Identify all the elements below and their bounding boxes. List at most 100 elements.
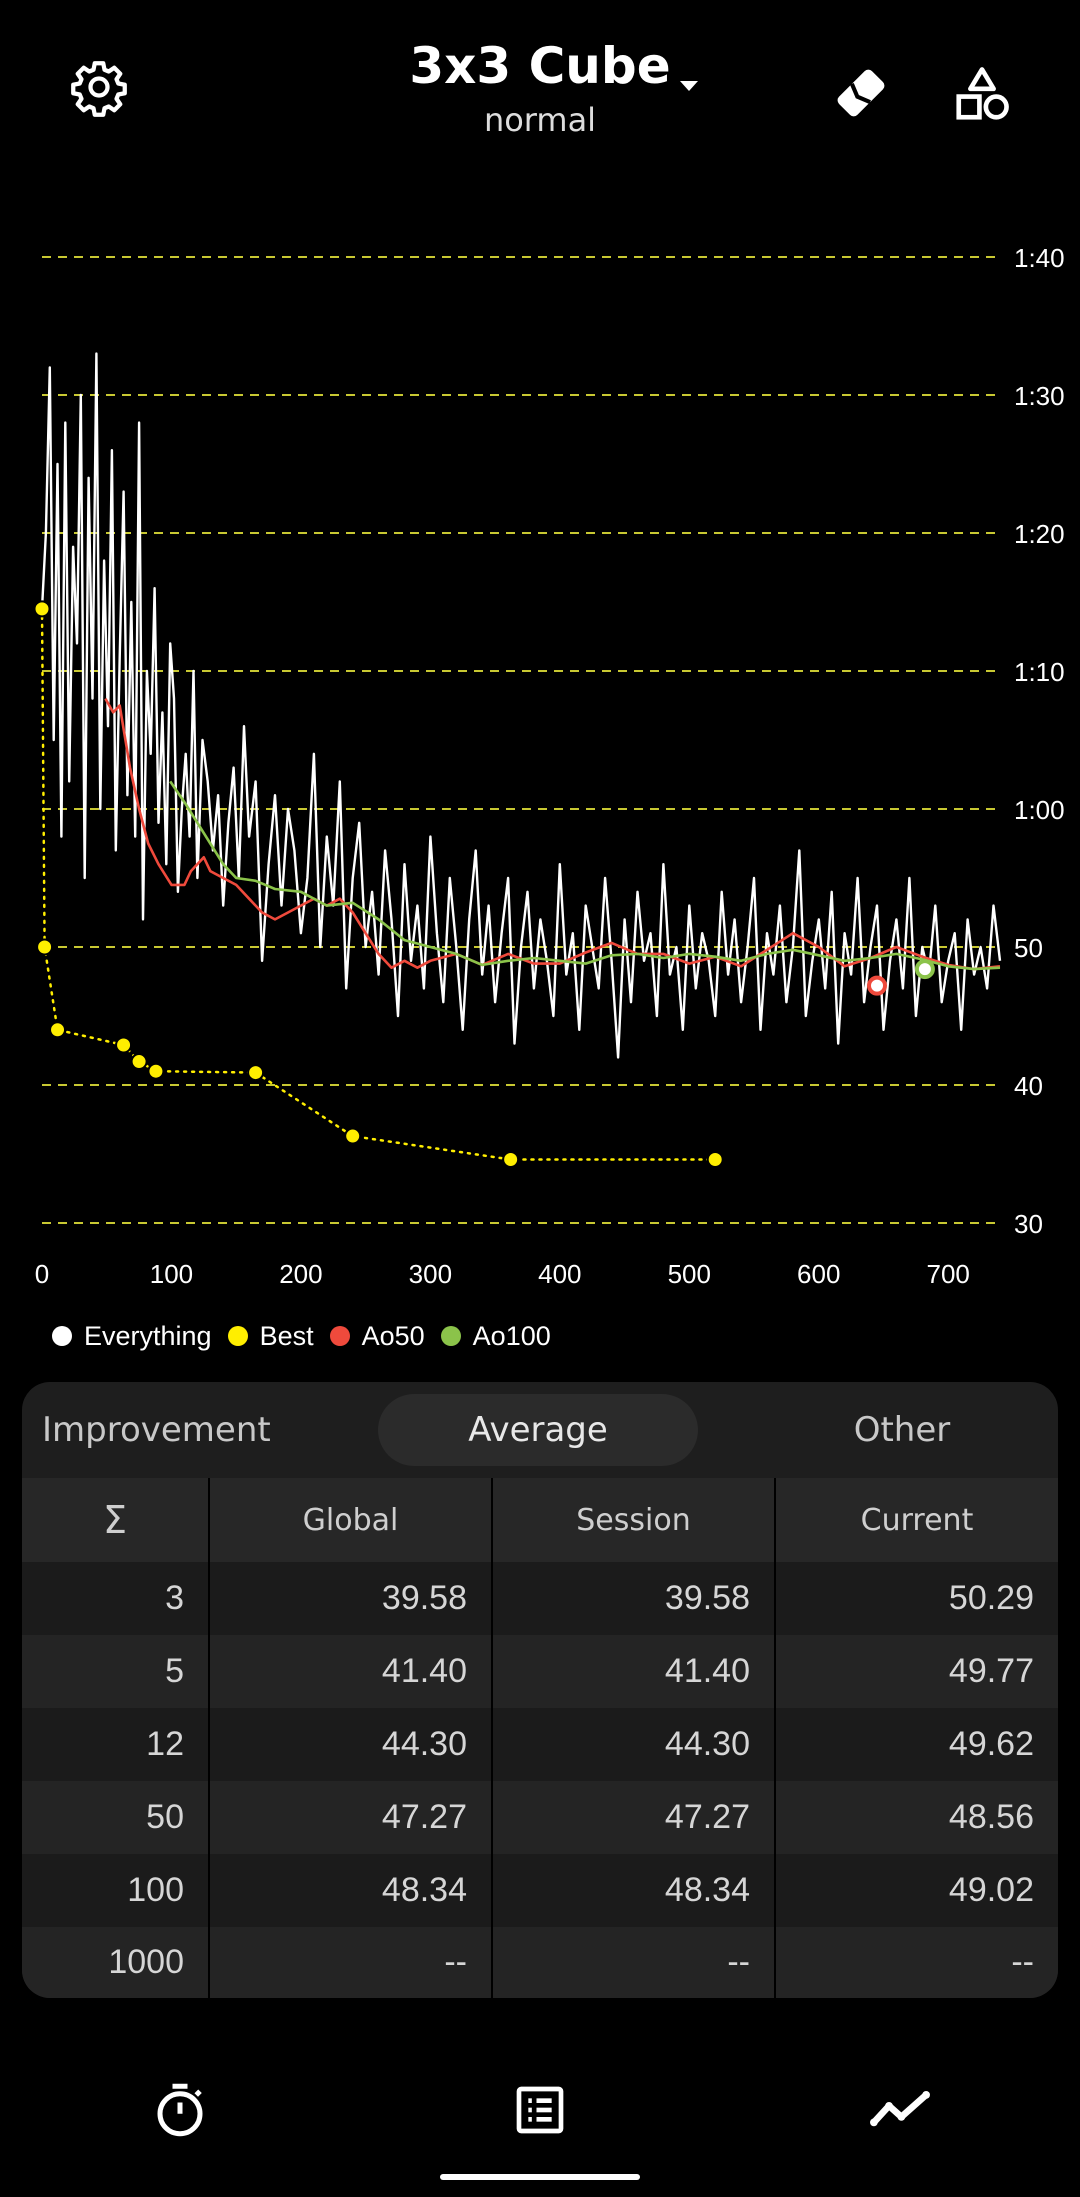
legend-dot-ao100 (440, 1326, 461, 1346)
x-tick-label: 500 (668, 1259, 711, 1289)
session-cell: 41.40 (493, 1635, 776, 1708)
legend-ao50[interactable]: Ao50 (329, 1321, 425, 1352)
tab-average[interactable]: Average (378, 1394, 698, 1466)
tab-other[interactable]: Other (853, 1410, 951, 1450)
table-row: 5 41.40 41.40 49.77 (22, 1635, 1058, 1708)
x-tick-label: 400 (538, 1259, 581, 1289)
y-tick-label: 50 (1014, 933, 1043, 963)
tab-improvement[interactable]: Improvement (42, 1410, 271, 1450)
global-cell: 44.30 (210, 1708, 493, 1781)
series-line-ao100 (169, 780, 1001, 971)
nav-timer[interactable] (140, 2070, 220, 2150)
category-label: normal (483, 101, 597, 139)
session-cell: 39.58 (493, 1562, 776, 1635)
list-icon (516, 2086, 564, 2134)
legend-dot-everything (52, 1326, 72, 1346)
header-current: Current (860, 1502, 974, 1538)
y-tick-label: 30 (1014, 1209, 1043, 1239)
x-tick-label: 700 (927, 1259, 970, 1289)
legend-label: Best (259, 1320, 314, 1351)
best-point (33, 600, 51, 618)
header-global: Global (210, 1478, 493, 1562)
best-point (502, 1151, 520, 1169)
current-cell: -- (1011, 1943, 1034, 1981)
session-cell: 48.34 (493, 1854, 776, 1927)
series-line-everything (40, 352, 1002, 1059)
home-indicator (440, 2174, 640, 2180)
best-point (147, 1062, 165, 1080)
series-line-best (40, 607, 717, 1161)
global-cell: 41.40 (210, 1635, 493, 1708)
table-row: 50 47.27 47.27 48.56 (22, 1781, 1058, 1854)
current-cell: 49.77 (948, 1652, 1034, 1690)
table-row: 3 39.58 39.58 50.29 (22, 1562, 1058, 1635)
legend-best[interactable]: Best (227, 1320, 314, 1352)
current-cell: 49.62 (948, 1725, 1034, 1763)
global-cell: -- (210, 1927, 493, 1998)
y-tick-label: 1:10 (1014, 657, 1065, 687)
settings-button[interactable] (66, 54, 132, 120)
global-cell: 48.34 (210, 1854, 493, 1927)
best-point (706, 1151, 724, 1169)
table-row: 1000 -- -- -- (22, 1927, 1058, 1998)
x-tick-label: 100 (150, 1259, 193, 1289)
legend-label: Ao100 (472, 1320, 551, 1351)
stats-panel: Improvement Average Other Σ Global Sessi… (22, 1382, 1058, 1998)
best-point (115, 1036, 133, 1054)
caret-down-icon (680, 81, 698, 91)
y-tick-label: 1:40 (1014, 243, 1065, 273)
puzzle-selector[interactable]: 3x3 Cube normal (400, 36, 680, 140)
current-marker-ao100 (914, 959, 935, 980)
table-row: 12 44.30 44.30 49.62 (22, 1708, 1058, 1781)
x-tick-label: 600 (797, 1259, 840, 1289)
best-point (344, 1127, 362, 1145)
x-tick-label: 0 (35, 1259, 49, 1289)
session-cell: 47.27 (493, 1781, 776, 1854)
best-point (49, 1021, 67, 1039)
time-chart[interactable]: 30 40 50 1:00 1:10 1:20 1:30 1:40 0 100 200 300 400 5… (0, 210, 1080, 1310)
count-cell: 1000 (22, 1927, 210, 1998)
x-tick-label: 300 (409, 1259, 452, 1289)
global-cell: 47.27 (210, 1781, 493, 1854)
series-line-ao50 (104, 697, 1001, 971)
table-header-row: Σ Global Session Current (22, 1478, 1058, 1562)
shapes-icon (956, 67, 1009, 120)
session-cell: 44.30 (493, 1708, 776, 1781)
chart-markers (33, 600, 935, 1169)
current-marker-ao50 (867, 975, 888, 996)
legend-dot-ao50 (329, 1326, 350, 1346)
count-cell: 12 (22, 1708, 210, 1781)
count-cell: 100 (22, 1854, 210, 1927)
scramble-button[interactable] (826, 58, 896, 128)
page-title: 3x3 Cube (409, 37, 671, 95)
header-sum-symbol: Σ (22, 1478, 210, 1562)
count-cell: 50 (22, 1781, 210, 1854)
nav-list[interactable] (500, 2070, 580, 2150)
gear-icon (71, 61, 127, 117)
nav-stats[interactable] (860, 2070, 940, 2150)
current-cell: 50.29 (948, 1579, 1034, 1617)
header-session: Session (493, 1478, 776, 1562)
bottom-navigation (0, 2040, 1080, 2160)
y-tick-label: 1:20 (1014, 519, 1065, 549)
session-cell: -- (493, 1927, 776, 1998)
chart-legend: Everything Best Ao50 Ao100 (52, 1316, 551, 1356)
app-header: 3x3 Cube normal (0, 0, 1080, 170)
count-cell: 3 (22, 1562, 210, 1635)
legend-dot-best (227, 1326, 248, 1346)
dropdown-button[interactable] (676, 78, 702, 98)
table-row: 100 48.34 48.34 49.02 (22, 1854, 1058, 1927)
chart-ticks: 30 40 50 1:00 1:10 1:20 1:30 1:40 0 100 200 300 400 5… (35, 243, 1065, 1289)
chart-series (40, 352, 1002, 1161)
current-cell: 48.56 (948, 1798, 1034, 1836)
legend-label: Everything (84, 1320, 212, 1351)
global-cell: 39.58 (210, 1562, 493, 1635)
best-point (130, 1053, 148, 1071)
legend-everything[interactable]: Everything (52, 1321, 212, 1352)
count-cell: 5 (22, 1635, 210, 1708)
stopwatch-icon (157, 2083, 203, 2137)
puzzle-type-button[interactable] (946, 58, 1018, 130)
best-point (247, 1064, 265, 1082)
y-tick-label: 40 (1014, 1071, 1043, 1101)
legend-ao100[interactable]: Ao100 (440, 1320, 551, 1352)
